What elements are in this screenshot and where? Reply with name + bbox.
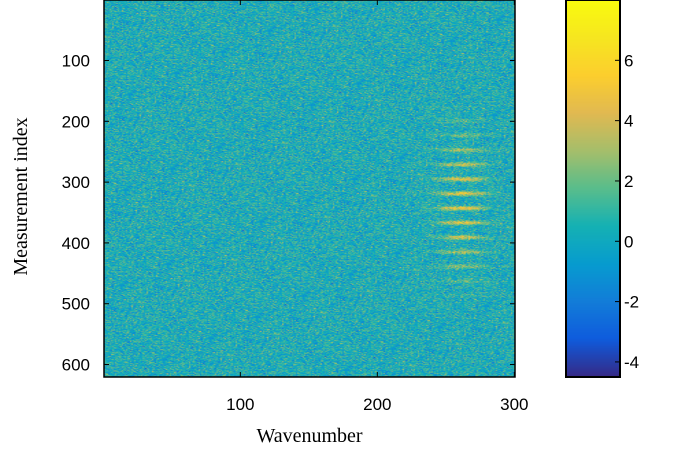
heatmap-image (104, 0, 515, 377)
plot-frame (103, 0, 516, 378)
colorbar: 6 4 2 0 -2 -4 (565, 0, 639, 378)
x-tick-label: 300 (500, 395, 528, 414)
y-tick-label: 400 (62, 234, 90, 253)
colorbar-tick-label: -4 (624, 353, 639, 372)
colorbar-gradient (566, 0, 620, 377)
x-tick-label: 200 (363, 395, 391, 414)
y-axis-label: Measurement index (10, 117, 32, 275)
y-tick-label: 100 (62, 52, 90, 71)
x-axis-ticks: 100 200 300 (226, 0, 529, 414)
x-tick-label: 100 (226, 395, 254, 414)
y-tick-label: 200 (62, 112, 90, 131)
colorbar-frame (565, 0, 621, 378)
y-tick-label: 600 (62, 356, 90, 375)
y-axis-ticks: 100 200 300 400 500 600 (62, 52, 515, 375)
colorbar-tick-label: 0 (624, 232, 633, 251)
colorbar-ticks: 6 4 2 0 -2 -4 (615, 51, 639, 372)
colorbar-tick-label: -2 (624, 293, 639, 312)
colorbar-tick-label: 2 (624, 172, 633, 191)
colorbar-tick-label: 6 (624, 51, 633, 70)
x-axis-label: Wavenumber (256, 425, 362, 447)
colorbar-tick-label: 4 (624, 112, 633, 131)
y-tick-label: 500 (62, 295, 90, 314)
heatmap-plot-area (103, 0, 516, 378)
y-tick-label: 300 (62, 173, 90, 192)
